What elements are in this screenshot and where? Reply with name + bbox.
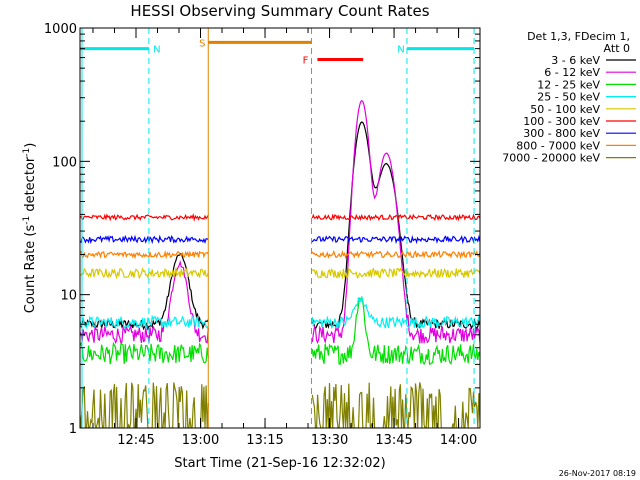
series-line bbox=[80, 253, 209, 331]
series-line bbox=[80, 259, 209, 346]
x-tick-label: 13:00 bbox=[182, 433, 219, 448]
x-tick-label: 13:30 bbox=[311, 433, 348, 448]
legend-entry-label: 50 - 100 keV bbox=[530, 103, 600, 116]
series-line bbox=[80, 341, 209, 365]
legend-entry-label: 12 - 25 keV bbox=[537, 78, 600, 91]
legend-entry-label: 3 - 6 keV bbox=[551, 54, 600, 67]
y-tick-label: 100 bbox=[52, 155, 77, 170]
series-line bbox=[311, 249, 480, 260]
series-line bbox=[311, 99, 480, 345]
legend-entry-label: 300 - 800 keV bbox=[523, 127, 600, 140]
x-axis-label: Start Time (21-Sep-16 12:32:02) bbox=[174, 456, 385, 471]
annotation-label: N bbox=[397, 45, 404, 56]
series-line bbox=[80, 213, 209, 222]
y-tick-label: 1 bbox=[69, 422, 77, 437]
series-line bbox=[311, 121, 480, 331]
series-line bbox=[311, 213, 480, 222]
series-line bbox=[311, 297, 480, 366]
series-line bbox=[311, 296, 480, 330]
legend-entry-label: 25 - 50 keV bbox=[537, 91, 600, 104]
x-tick-label: 13:45 bbox=[375, 433, 412, 448]
series-line bbox=[80, 234, 209, 245]
plot-area: N N S F 1 10 100 1000 12:45 13:00 13:15 13:30 13:45 1… bbox=[44, 22, 481, 448]
series-line bbox=[80, 250, 209, 260]
plot-frame bbox=[79, 27, 481, 429]
y-axis-label: Count Rate (s-1 detector-1) bbox=[22, 143, 38, 314]
series-group bbox=[80, 99, 480, 428]
annotation-label: F bbox=[303, 56, 309, 67]
series-line bbox=[80, 266, 209, 280]
series-line bbox=[311, 267, 480, 280]
legend-header: Det 1,3, FDecim 1, bbox=[527, 30, 630, 43]
annotation-label: S bbox=[199, 38, 205, 49]
legend-entry-label: 100 - 300 keV bbox=[523, 115, 600, 128]
series-line bbox=[80, 382, 209, 428]
series-line bbox=[80, 314, 209, 330]
legend-header: Att 0 bbox=[604, 42, 630, 55]
x-tick-label: 14:00 bbox=[440, 433, 477, 448]
y-tick-label: 1000 bbox=[44, 22, 77, 37]
x-tick-label: 12:45 bbox=[117, 433, 154, 448]
series-line bbox=[311, 382, 480, 428]
y-tick-label: 10 bbox=[60, 289, 77, 304]
series-line bbox=[311, 234, 480, 245]
footer-timestamp: 26-Nov-2017 08:19 bbox=[559, 469, 636, 478]
chart-title: HESSI Observing Summary Count Rates bbox=[130, 2, 429, 20]
legend-entry-label: 800 - 7000 keV bbox=[516, 139, 600, 152]
legend-entry-label: 7000 - 20000 keV bbox=[502, 152, 600, 165]
legend-entry-label: 6 - 12 keV bbox=[544, 66, 600, 79]
x-tick-label: 13:15 bbox=[246, 433, 283, 448]
annotation-label: N bbox=[153, 45, 160, 56]
